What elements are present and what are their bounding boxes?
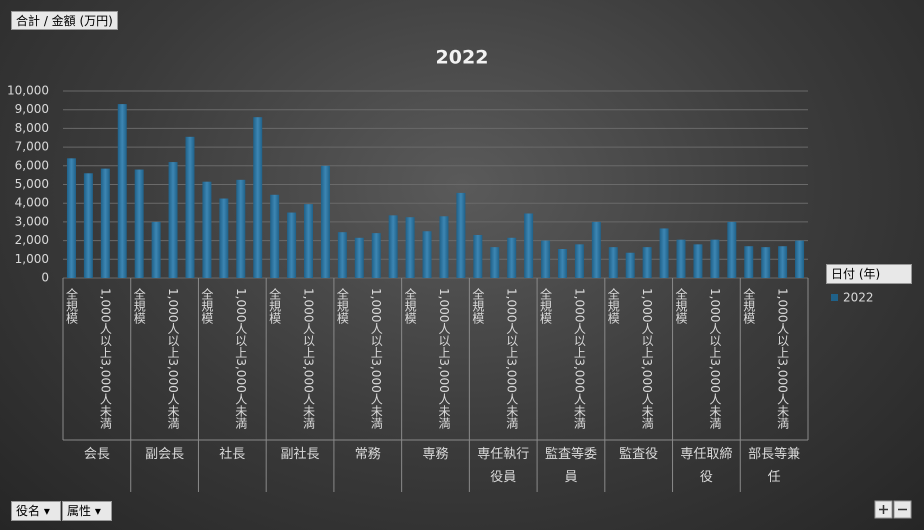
bar bbox=[253, 117, 263, 279]
bar bbox=[507, 237, 517, 278]
bar bbox=[371, 233, 381, 278]
bar bbox=[710, 239, 720, 278]
group-label: 部長等兼任 bbox=[748, 447, 801, 485]
bar bbox=[642, 247, 652, 278]
x-tick-label: 1,000人以上3,000人未満 bbox=[708, 288, 722, 429]
x-tick-label: 全規模 bbox=[674, 287, 688, 324]
y-tick-label: 7,000 bbox=[15, 140, 49, 154]
bar bbox=[439, 216, 449, 278]
group-label: 専任取締役 bbox=[680, 447, 733, 485]
x-tick-label: 全規模 bbox=[403, 287, 417, 324]
bar bbox=[287, 212, 297, 278]
bar bbox=[693, 244, 703, 278]
bar bbox=[151, 221, 161, 278]
x-tick-label: 全規模 bbox=[742, 287, 756, 324]
row-field-button[interactable]: 役名 ▾ bbox=[11, 501, 61, 521]
bar bbox=[236, 179, 246, 278]
x-tick-label: 全規模 bbox=[64, 287, 78, 324]
x-tick-label: 全規模 bbox=[335, 287, 349, 324]
legend-swatch bbox=[831, 294, 838, 301]
bar bbox=[202, 181, 212, 278]
bar bbox=[337, 232, 347, 278]
bar bbox=[490, 247, 500, 278]
x-tick-label: 全規模 bbox=[268, 287, 282, 324]
x-tick-label: 全規模 bbox=[200, 287, 214, 324]
group-label: 社長 bbox=[219, 447, 246, 462]
group-label: 会長 bbox=[83, 447, 110, 462]
bar bbox=[422, 231, 432, 278]
group-label: 専務 bbox=[422, 447, 449, 462]
bar bbox=[185, 136, 195, 278]
group-label: 副会長 bbox=[145, 447, 185, 462]
bar bbox=[591, 221, 601, 278]
bar bbox=[727, 221, 737, 278]
bar bbox=[761, 247, 771, 278]
bar bbox=[320, 165, 330, 278]
field-button[interactable]: 合計 / 金額 (万円) bbox=[11, 11, 118, 30]
group-label: 副社長 bbox=[280, 447, 320, 462]
y-tick-label: 6,000 bbox=[15, 158, 49, 172]
bar bbox=[608, 247, 618, 278]
bar bbox=[134, 169, 144, 278]
y-tick-label: 4,000 bbox=[15, 196, 49, 210]
bar bbox=[456, 192, 466, 278]
legend-label: 2022 bbox=[843, 291, 874, 305]
bar bbox=[405, 217, 415, 278]
bar bbox=[778, 246, 788, 278]
group-label: 専任執行役員 bbox=[477, 447, 530, 485]
x-tick-label: 全規模 bbox=[132, 287, 146, 324]
x-tick-label: 1,000人以上3,000人未満 bbox=[572, 288, 586, 429]
bar bbox=[270, 194, 280, 278]
legend-filter-button[interactable]: 日付 (年) bbox=[826, 264, 912, 284]
y-tick-label: 0 bbox=[41, 271, 49, 285]
x-tick-label: 1,000人以上3,000人未満 bbox=[437, 288, 451, 429]
y-tick-label: 8,000 bbox=[15, 121, 49, 135]
x-tick-label: 1,000人以上3,000人未満 bbox=[776, 288, 790, 429]
group-label: 監査等委員 bbox=[544, 447, 597, 485]
group-label: 監査役 bbox=[619, 447, 659, 462]
x-tick-label: 全規模 bbox=[471, 287, 485, 324]
bar bbox=[100, 168, 110, 278]
bar bbox=[659, 228, 669, 278]
bar bbox=[354, 237, 364, 278]
bar bbox=[304, 204, 314, 278]
x-tick-label: 1,000人以上3,000人未満 bbox=[234, 288, 248, 429]
bar bbox=[795, 240, 805, 278]
row-field-button[interactable]: 属性 ▾ bbox=[62, 501, 112, 521]
bar bbox=[541, 240, 551, 278]
bar bbox=[473, 234, 483, 278]
bar bbox=[574, 244, 584, 278]
bar bbox=[524, 213, 534, 278]
y-tick-label: 9,000 bbox=[15, 102, 49, 116]
x-tick-label: 1,000人以上3,000人未満 bbox=[166, 288, 180, 429]
bar bbox=[117, 104, 127, 278]
group-label: 常務 bbox=[354, 447, 381, 462]
bar bbox=[625, 252, 635, 278]
x-tick-label: 1,000人以上3,000人未満 bbox=[302, 288, 316, 429]
y-tick-label: 1,000 bbox=[15, 252, 49, 266]
x-tick-label: 1,000人以上3,000人未満 bbox=[98, 288, 112, 429]
y-tick-label: 5,000 bbox=[15, 177, 49, 191]
x-tick-label: 全規模 bbox=[606, 287, 620, 324]
bar bbox=[557, 249, 567, 278]
bar bbox=[676, 239, 686, 278]
x-tick-label: 1,000人以上3,000人未満 bbox=[369, 288, 383, 429]
y-tick-label: 3,000 bbox=[15, 214, 49, 228]
bar bbox=[744, 246, 754, 278]
bar bbox=[388, 215, 398, 278]
x-tick-label: 1,000人以上3,000人未満 bbox=[640, 288, 654, 429]
bar bbox=[66, 158, 76, 278]
bar bbox=[219, 198, 229, 278]
y-tick-label: 10,000 bbox=[7, 84, 49, 98]
chart-title: 2022 bbox=[436, 47, 489, 69]
x-tick-label: 1,000人以上3,000人未満 bbox=[505, 288, 519, 429]
x-tick-label: 全規模 bbox=[539, 287, 553, 324]
zoom-buttons[interactable] bbox=[874, 500, 912, 519]
bar bbox=[168, 162, 178, 278]
y-tick-label: 2,000 bbox=[15, 233, 49, 247]
bar bbox=[83, 173, 93, 278]
